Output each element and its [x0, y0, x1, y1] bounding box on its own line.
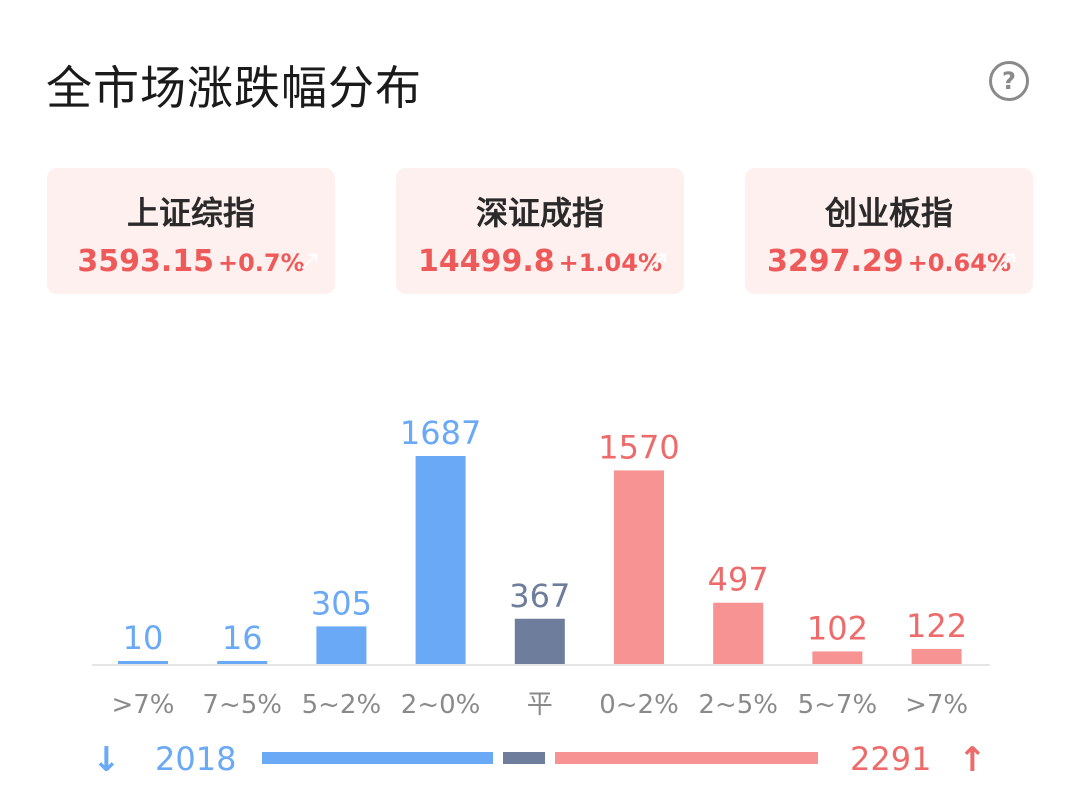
bar-value-label: 122 — [906, 607, 967, 645]
summary-bar-down — [262, 752, 494, 764]
index-change: +1.04% — [558, 249, 662, 277]
index-card-shenzhen[interactable]: 深证成指 14499.8 +1.04% ↗ — [396, 168, 684, 294]
index-name: 深证成指 — [475, 194, 604, 232]
category-tick-label: 5~7% — [798, 690, 878, 720]
bar-value-label: 102 — [807, 609, 868, 647]
category-tick-label: 2~5% — [698, 690, 778, 720]
bar-3[interactable] — [415, 456, 466, 664]
bar-value-label: 10 — [123, 619, 164, 657]
category-tick-label: 5~2% — [302, 690, 382, 720]
index-card-chinext[interactable]: 创业板指 3297.29 +0.64% ↗ — [745, 168, 1033, 294]
bar-6[interactable] — [713, 602, 764, 664]
bar-value-label: 1570 — [598, 428, 679, 466]
bar-8[interactable] — [911, 648, 962, 664]
index-change: +0.7% — [217, 249, 305, 277]
category-tick-label: 0~2% — [599, 690, 679, 720]
index-value: 3593.15 — [77, 244, 214, 279]
up-count: 2291 — [850, 740, 932, 778]
category-tick-label: 2~0% — [401, 690, 481, 720]
index-card-shanghai[interactable]: 上证综指 3593.15 +0.7% ↗ — [47, 168, 335, 294]
bar-value-label: 16 — [222, 619, 263, 657]
category-tick-label: 平 — [527, 690, 553, 720]
summary-bar-flat — [503, 752, 546, 764]
arrow-up-icon: ↑ — [958, 740, 987, 780]
bar-4[interactable] — [514, 618, 565, 664]
category-tick-label: >7% — [111, 690, 174, 720]
index-value: 3297.29 — [766, 244, 904, 279]
trend-up-icon: ↗ — [995, 244, 1019, 277]
bar-1[interactable] — [217, 661, 268, 664]
trend-up-icon: ↗ — [646, 244, 670, 277]
bar-0[interactable] — [118, 661, 168, 664]
down-count: 2018 — [155, 740, 237, 778]
index-value: 14499.8 — [417, 244, 555, 279]
page-title: 全市场涨跌幅分布 — [46, 61, 422, 115]
category-tick-label: >7% — [905, 690, 968, 720]
index-name: 创业板指 — [824, 194, 953, 232]
trend-up-icon: ↗ — [297, 244, 321, 277]
category-tick-label: 7~5% — [202, 690, 282, 720]
bar-value-label: 1687 — [400, 414, 481, 452]
bar-value-label: 305 — [311, 584, 372, 622]
index-name: 上证综指 — [126, 194, 255, 232]
bar-2[interactable] — [316, 626, 367, 664]
bar-5[interactable] — [614, 470, 664, 664]
index-change: +0.64% — [907, 249, 1011, 277]
summary-bar-up — [555, 752, 818, 764]
bar-value-label: 497 — [708, 561, 769, 599]
bar-7[interactable] — [812, 651, 863, 664]
arrow-down-icon: ↓ — [92, 740, 121, 780]
question-circle-icon[interactable]: ? — [989, 61, 1029, 101]
bar-value-label: 367 — [509, 577, 570, 615]
